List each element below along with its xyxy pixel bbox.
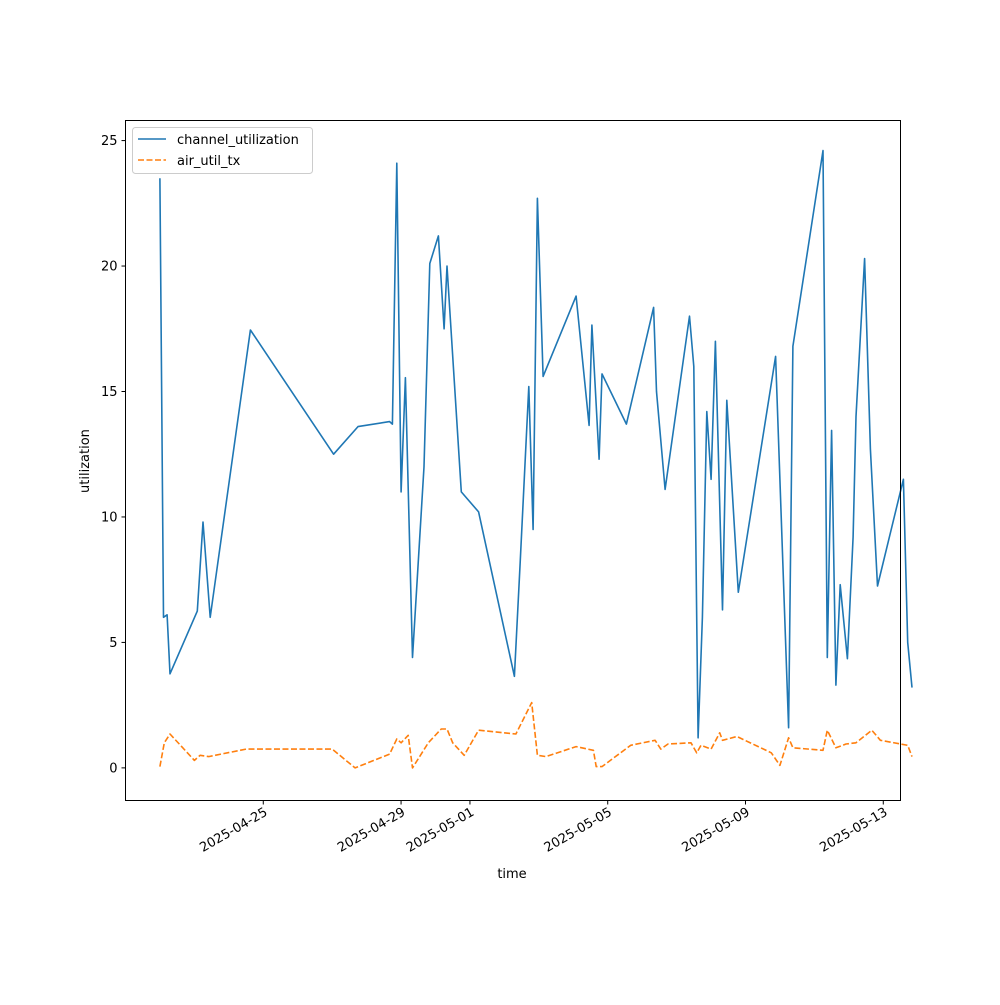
series-line-air-util-tx [159,701,913,769]
legend: channel_utilization air_util_tx [132,127,313,174]
x-tick-label: 2025-04-25 [197,805,270,856]
x-tick-label: 2025-04-29 [335,805,408,856]
chart-marks [159,149,913,769]
y-tick-label: 10 [101,510,118,525]
plot-frame [125,120,901,801]
y-axis-label: utilization [78,429,93,493]
legend-label-channel-utilization: channel_utilization [177,133,299,148]
x-axis-label: time [497,867,526,882]
y-axis: 0 5 10 15 20 25 [101,134,126,776]
x-tick-label: 2025-05-01 [404,805,477,856]
x-tick-label: 2025-05-13 [817,805,890,856]
legend-label-air-util-tx: air_util_tx [177,154,241,169]
y-tick-label: 20 [101,260,118,275]
series-line-channel-utilization [159,149,913,739]
y-tick-label: 5 [109,636,117,651]
x-tick-label: 2025-05-09 [680,805,753,856]
x-tick-label: 2025-05-05 [542,805,615,856]
y-tick-label: 25 [101,134,118,149]
y-tick-label: 0 [109,761,117,776]
y-tick-label: 15 [101,385,118,400]
legend-box [132,127,313,174]
